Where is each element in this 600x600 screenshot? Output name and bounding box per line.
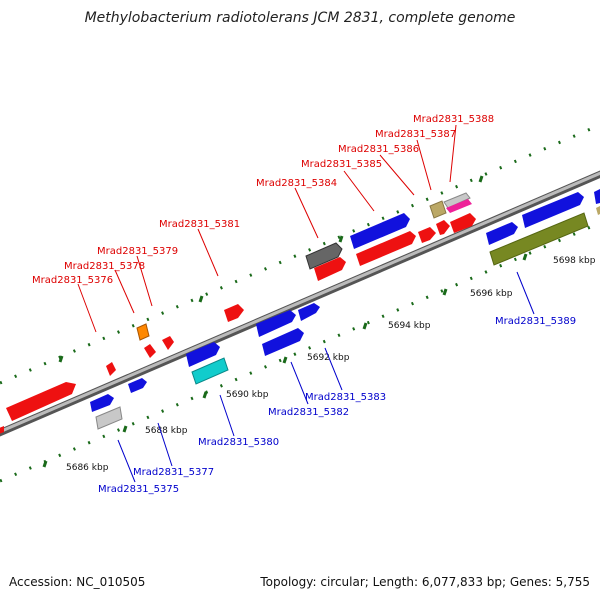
top-strand-genes xyxy=(0,192,600,436)
bottom-strand-genes xyxy=(90,189,600,430)
gene-label[interactable]: Mrad2831_5382 xyxy=(268,407,349,418)
gene-feature[interactable] xyxy=(128,378,147,393)
gene-label[interactable]: Mrad2831_5384 xyxy=(256,178,337,189)
gene-feature[interactable] xyxy=(298,303,320,321)
gene-label[interactable]: Mrad2831_5385 xyxy=(301,159,382,170)
top-gene-labels: Mrad2831_5376 Mrad2831_5378 Mrad2831_537… xyxy=(32,114,494,286)
bottom-label-leaders xyxy=(117,271,535,483)
tick-labels: 5686 kbp 5688 kbp 5690 kbp 5692 kbp 5694… xyxy=(66,256,596,473)
gene-label[interactable]: Mrad2831_5379 xyxy=(97,246,178,257)
bottom-gene-labels: Mrad2831_5375 Mrad2831_5377 Mrad2831_538… xyxy=(98,316,576,495)
tick-label: 5694 kbp xyxy=(388,321,431,331)
gene-feature[interactable] xyxy=(418,227,436,243)
gene-feature[interactable] xyxy=(450,213,476,233)
gene-feature[interactable] xyxy=(106,362,116,376)
gene-feature[interactable] xyxy=(305,242,343,270)
gene-feature[interactable] xyxy=(0,426,4,436)
gene-label[interactable]: Mrad2831_5386 xyxy=(338,144,419,155)
gene-feature[interactable] xyxy=(443,192,471,209)
gene-feature[interactable] xyxy=(95,406,123,430)
gene-feature[interactable] xyxy=(596,206,600,215)
gene-feature[interactable] xyxy=(522,192,584,228)
gene-feature[interactable] xyxy=(489,212,589,266)
major-ticks xyxy=(42,175,528,468)
genome-summary-text: Topology: circular; Length: 6,077,833 bp… xyxy=(259,575,590,589)
gene-label[interactable]: Mrad2831_5381 xyxy=(159,219,240,230)
gene-feature[interactable] xyxy=(6,382,76,421)
gene-feature[interactable] xyxy=(446,199,472,213)
gene-feature[interactable] xyxy=(162,336,174,350)
genome-backbone xyxy=(0,170,600,437)
tick-label: 5688 kbp xyxy=(145,426,188,436)
tick-label: 5696 kbp xyxy=(470,289,513,299)
accession-text: Accession: NC_010505 xyxy=(9,575,145,589)
gene-feature[interactable] xyxy=(262,328,304,356)
tick-label: 5686 kbp xyxy=(66,463,109,473)
gene-feature[interactable] xyxy=(350,213,410,249)
gene-feature[interactable] xyxy=(429,200,447,219)
gene-feature[interactable] xyxy=(224,304,244,322)
top-strand-guide xyxy=(0,123,600,385)
gene-label[interactable]: Mrad2831_5375 xyxy=(98,484,179,495)
gene-feature[interactable] xyxy=(136,323,150,341)
gene-label[interactable]: Mrad2831_5389 xyxy=(495,316,576,327)
gene-feature[interactable] xyxy=(486,222,518,245)
tick-label: 5690 kbp xyxy=(226,390,269,400)
gene-label[interactable]: Mrad2831_5388 xyxy=(413,114,494,125)
gene-feature[interactable] xyxy=(256,310,296,337)
gene-label[interactable]: Mrad2831_5380 xyxy=(198,437,279,448)
gene-feature[interactable] xyxy=(191,357,229,385)
gene-feature[interactable] xyxy=(186,342,220,367)
gene-feature[interactable] xyxy=(144,344,156,358)
gene-label[interactable]: Mrad2831_5376 xyxy=(32,275,113,286)
tick-label: 5692 kbp xyxy=(307,353,350,363)
gene-label[interactable]: Mrad2831_5377 xyxy=(133,467,214,478)
gene-feature[interactable] xyxy=(90,394,114,412)
gene-feature[interactable] xyxy=(314,257,346,281)
top-label-leaders xyxy=(77,124,457,333)
genome-title: Methylobacterium radiotolerans JCM 2831,… xyxy=(85,10,516,26)
gene-label[interactable]: Mrad2831_5383 xyxy=(305,392,386,403)
bottom-strand-guide xyxy=(0,221,600,483)
gene-feature[interactable] xyxy=(436,220,450,235)
gene-label[interactable]: Mrad2831_5378 xyxy=(64,261,145,272)
gene-feature[interactable] xyxy=(356,231,416,266)
gene-feature[interactable] xyxy=(594,189,600,204)
gene-label[interactable]: Mrad2831_5387 xyxy=(375,129,456,140)
tick-label: 5698 kbp xyxy=(553,256,596,266)
